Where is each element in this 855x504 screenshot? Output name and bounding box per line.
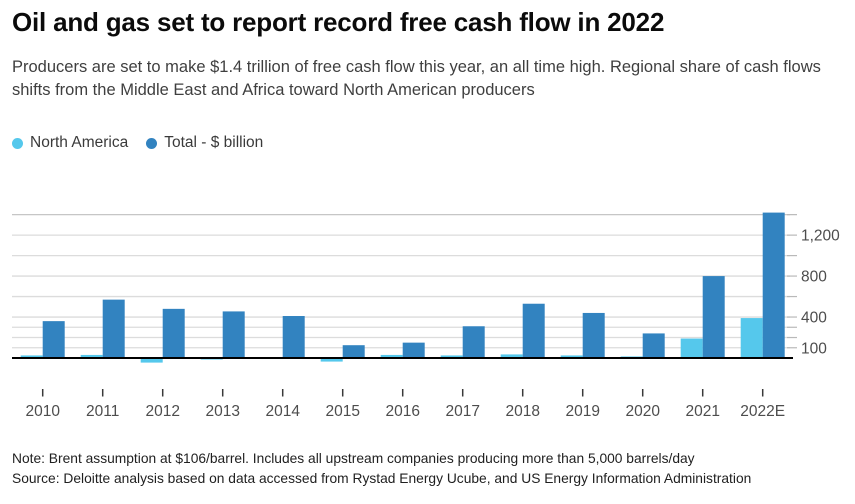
bar-total-2013 (222, 311, 245, 358)
bar-north-america-2012 (140, 358, 163, 363)
legend-item-north-america: North America (12, 134, 128, 152)
bar-north-america-2011 (80, 354, 103, 358)
chart-source: Source: Deloitte analysis based on data … (12, 471, 752, 486)
bar-north-america-2016 (380, 354, 403, 358)
bar-total-2014 (282, 316, 305, 358)
legend: North America Total - $ billion (12, 134, 263, 152)
y-axis-label-1200: 1,200 (801, 228, 840, 245)
bar-total-2015 (342, 345, 365, 358)
y-axis-label-100: 100 (801, 340, 827, 357)
y-axis-label-800: 800 (801, 269, 827, 286)
bar-north-america-2021 (680, 338, 703, 358)
chart-title: Oil and gas set to report record free ca… (12, 7, 665, 37)
x-axis-label-2014: 2014 (265, 403, 300, 420)
legend-swatch-icon-north-america (12, 137, 23, 149)
bar-north-america-2018 (500, 354, 523, 358)
bar-total-2017 (462, 326, 485, 358)
x-axis-label-2011: 2011 (86, 403, 119, 420)
x-axis-label-2022E: 2022E (740, 403, 785, 420)
bar-total-2010 (42, 321, 65, 358)
x-axis-label-2020: 2020 (625, 403, 660, 420)
bar-north-america-2019 (560, 355, 583, 358)
bar-total-2022E (762, 212, 785, 358)
bar-total-2016 (402, 342, 425, 358)
legend-swatch-icon-total (146, 137, 158, 149)
bar-total-2011 (102, 299, 125, 358)
legend-item-total: Total - $ billion (146, 134, 263, 152)
chart-footer: Note: Brent assumption at $106/barrel. I… (12, 449, 842, 489)
legend-label-total: Total - $ billion (164, 134, 264, 151)
bar-north-america-2017 (440, 355, 463, 358)
bar-total-2019 (582, 312, 605, 358)
x-axis-label-2018: 2018 (505, 403, 539, 420)
bar-north-america-2010 (20, 355, 43, 358)
x-axis-label-2013: 2013 (205, 403, 239, 420)
bar-north-america-2022E (740, 318, 763, 358)
chart-note: Note: Brent assumption at $106/barrel. I… (12, 451, 695, 466)
x-axis-label-2019: 2019 (565, 403, 599, 420)
bar-total-2021 (702, 276, 725, 358)
legend-label-north-america: North America (30, 134, 129, 151)
bar-total-2018 (522, 303, 545, 358)
x-axis-label-2017: 2017 (445, 403, 479, 420)
x-axis-label-2010: 2010 (25, 403, 60, 420)
bar-total-2012 (162, 308, 185, 358)
y-axis-label-400: 400 (801, 310, 827, 327)
bar-total-2020 (642, 333, 665, 358)
x-axis-label-2016: 2016 (385, 403, 419, 420)
x-axis-label-2015: 2015 (325, 403, 359, 420)
x-axis-label-2021: 2021 (685, 403, 719, 420)
chart-subtitle: Producers are set to make $1.4 trillion … (12, 58, 821, 100)
bar-north-america-2015 (320, 358, 343, 362)
x-axis-label-2012: 2012 (145, 403, 179, 420)
